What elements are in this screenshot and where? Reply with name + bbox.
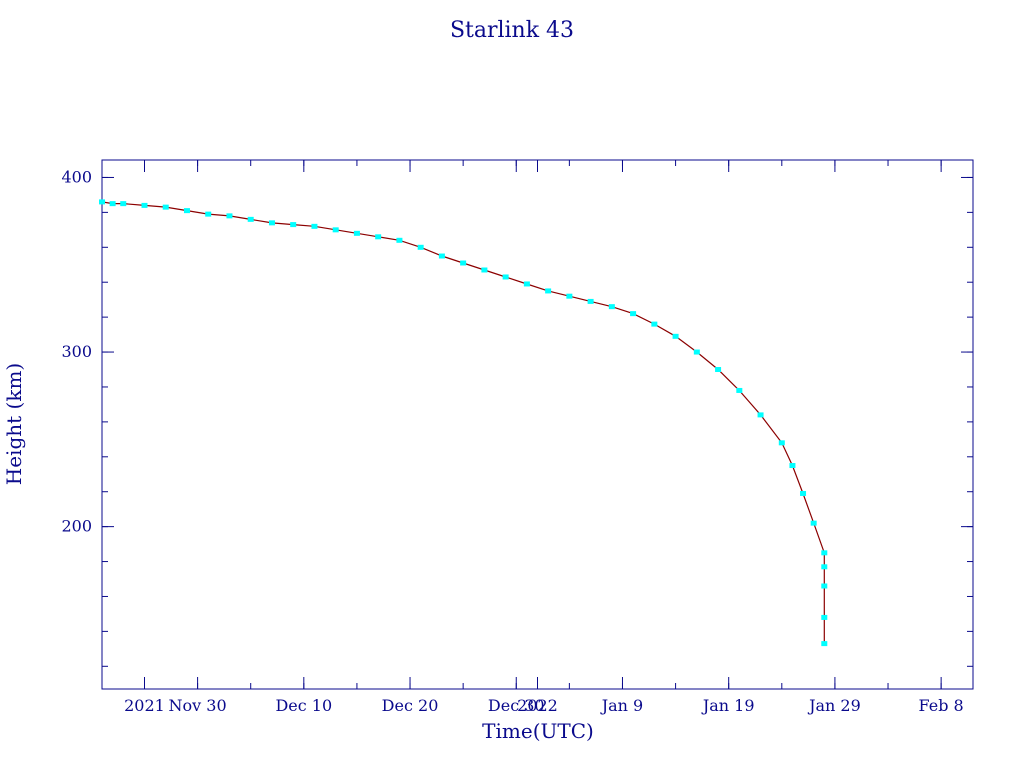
data-point bbox=[268, 220, 275, 226]
y-tick-label: 300 bbox=[61, 342, 92, 361]
data-point bbox=[502, 274, 509, 280]
data-point bbox=[353, 230, 360, 236]
data-point bbox=[481, 267, 488, 273]
data-point bbox=[417, 244, 424, 250]
data-point bbox=[757, 412, 764, 418]
data-point bbox=[821, 564, 828, 570]
data-point bbox=[715, 367, 722, 373]
data-point bbox=[247, 216, 254, 222]
data-point bbox=[396, 237, 403, 243]
data-point bbox=[438, 253, 445, 259]
plot-frame bbox=[101, 159, 974, 690]
data-point bbox=[789, 463, 796, 469]
data-point bbox=[587, 298, 594, 304]
data-point bbox=[120, 201, 127, 207]
x-tick-label: 2021 bbox=[124, 696, 165, 715]
x-tick-label: Nov 30 bbox=[169, 696, 227, 715]
x-tick-label: Dec 10 bbox=[275, 696, 332, 715]
data-point bbox=[693, 349, 700, 355]
height-series-markers bbox=[99, 199, 828, 647]
data-point bbox=[183, 208, 190, 214]
data-point bbox=[651, 321, 658, 327]
height-series-line bbox=[101, 201, 825, 644]
data-point bbox=[109, 201, 116, 207]
data-point bbox=[99, 199, 105, 205]
data-point bbox=[821, 614, 828, 620]
x-tick-label: Jan 29 bbox=[807, 696, 861, 715]
data-point bbox=[545, 288, 552, 294]
data-point bbox=[523, 281, 530, 287]
data-point bbox=[290, 222, 297, 228]
data-point bbox=[311, 223, 318, 229]
x-tick-label: Feb 8 bbox=[919, 696, 964, 715]
data-point bbox=[821, 641, 828, 647]
data-point bbox=[821, 583, 828, 589]
data-point bbox=[141, 202, 148, 208]
data-point bbox=[672, 333, 679, 339]
x-axis-label: Time(UTC) bbox=[482, 719, 594, 743]
data-point bbox=[226, 213, 233, 219]
x-tick-label: Dec 30 bbox=[488, 696, 545, 715]
data-point bbox=[205, 211, 212, 217]
data-point bbox=[162, 204, 169, 210]
data-point bbox=[460, 260, 467, 266]
x-tick-label: Jan 9 bbox=[600, 696, 644, 715]
data-point bbox=[821, 550, 828, 556]
y-tick-label: 400 bbox=[61, 167, 92, 186]
data-point bbox=[778, 440, 785, 446]
axis-ticks bbox=[102, 160, 973, 689]
data-point bbox=[736, 387, 743, 393]
data-point bbox=[332, 227, 339, 233]
x-tick-label: Dec 20 bbox=[382, 696, 439, 715]
data-point bbox=[810, 520, 817, 526]
data-point bbox=[375, 234, 382, 240]
x-tick-label: Jan 19 bbox=[701, 696, 755, 715]
x-tick-label: 2022 bbox=[517, 696, 558, 715]
data-point bbox=[800, 490, 807, 496]
data-point bbox=[608, 304, 615, 310]
chart-title: Starlink 43 bbox=[450, 18, 574, 43]
data-point bbox=[566, 293, 573, 299]
y-tick-label: 200 bbox=[61, 517, 92, 536]
data-point bbox=[630, 311, 637, 317]
y-axis-label: Height (km) bbox=[2, 363, 26, 485]
